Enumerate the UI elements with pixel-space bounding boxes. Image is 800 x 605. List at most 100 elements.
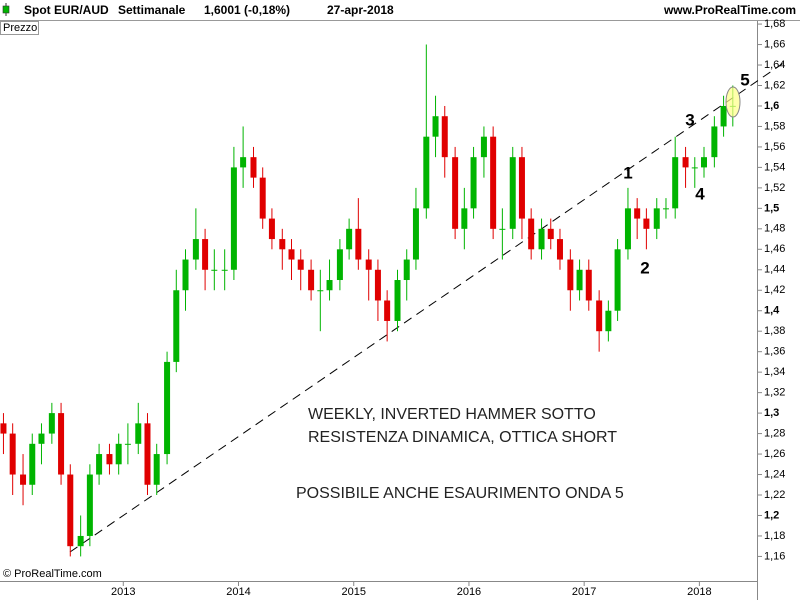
candle-body [538, 228, 545, 250]
y-tick-label: 1,26 [764, 448, 785, 460]
y-tick-label: 1,68 [764, 18, 785, 30]
y-tick-label: 1,32 [764, 387, 785, 399]
copyright: © ProRealTime.com [3, 568, 102, 580]
candle-body [423, 136, 430, 209]
highlight-ellipse [725, 86, 741, 118]
candle-body [29, 443, 36, 485]
panel-label: Prezzo [3, 22, 37, 34]
y-tick-label: 1,4 [764, 305, 780, 317]
y-tick-label: 1,34 [764, 366, 785, 378]
candle-body [596, 300, 603, 332]
candle-body [96, 454, 103, 475]
candle-body [20, 474, 27, 485]
candle-body [326, 280, 333, 291]
candle-body [461, 208, 468, 229]
candle-body [509, 157, 516, 229]
y-tick-label: 1,54 [764, 161, 785, 173]
annotation: RESISTENZA DINAMICA, OTTICA SHORT [308, 429, 617, 446]
wave-label: 4 [695, 184, 705, 203]
symbol: Spot EUR/AUD [24, 3, 109, 17]
candle-body [412, 208, 419, 260]
y-tick-label: 1,46 [764, 243, 785, 255]
candle-body [547, 228, 554, 240]
y-tick-label: 1,6 [764, 100, 779, 112]
site: www.ProRealTime.com [663, 3, 796, 17]
candle-body [308, 269, 315, 291]
y-tick-label: 1,24 [764, 468, 785, 480]
x-tick-label: 2017 [572, 586, 596, 598]
y-tick-label: 1,44 [764, 264, 785, 276]
candle-body [403, 259, 410, 281]
y-tick-label: 1,36 [764, 346, 785, 358]
candle-body [144, 423, 151, 485]
candle-body [124, 443, 131, 445]
candle-body [480, 136, 487, 158]
header-bar [0, 0, 800, 20]
candle-body [240, 157, 247, 168]
candle-body [202, 239, 209, 270]
candle-body [317, 290, 324, 292]
candle-body [720, 105, 727, 127]
candle-body [518, 157, 525, 219]
wave-label: 1 [623, 163, 632, 182]
candle-body [682, 157, 689, 168]
candle-body [499, 228, 506, 230]
x-tick-label: 2015 [341, 586, 365, 598]
candle-body [173, 290, 180, 362]
panel-label-box [0, 21, 39, 35]
candle-body [86, 474, 93, 536]
y-tick-label: 1,52 [764, 182, 785, 194]
candle-body [567, 259, 574, 291]
y-tick-label: 1,2 [764, 509, 779, 521]
candle-body [643, 218, 650, 229]
candle-body [432, 116, 439, 137]
wave-label: 3 [685, 110, 694, 129]
trend-line [69, 61, 786, 553]
y-tick-label: 1,5 [764, 202, 779, 214]
candle-body [441, 116, 448, 158]
candle-body [605, 310, 612, 332]
annotation: POSSIBILE ANCHE ESAURIMENTO ONDA 5 [296, 485, 624, 502]
x-tick-label: 2018 [687, 586, 711, 598]
candle-body [490, 136, 497, 229]
candle-body [135, 423, 142, 444]
candle-body [106, 454, 113, 465]
x-tick-label: 2014 [226, 586, 250, 598]
candle-body [279, 239, 286, 250]
wave-label: 5 [740, 70, 749, 89]
y-tick-label: 1,56 [764, 141, 785, 153]
candle-body [452, 157, 459, 229]
candle-body [192, 239, 199, 260]
candle-body [250, 157, 257, 178]
y-tick-label: 1,62 [764, 79, 785, 91]
candle-body [0, 423, 7, 434]
annotation: WEEKLY, INVERTED HAMMER SOTTO [308, 406, 596, 423]
candle-body [634, 208, 641, 219]
candle-body [288, 249, 295, 260]
y-tick-label: 1,64 [764, 59, 785, 71]
candle-body [528, 218, 535, 250]
y-tick-label: 1,18 [764, 530, 785, 542]
x-tick-label: 2013 [111, 586, 135, 598]
y-tick-label: 1,66 [764, 38, 785, 50]
candle-body [556, 239, 563, 260]
candle-body [374, 269, 381, 301]
period: Settimanale [118, 3, 186, 17]
y-tick-label: 1,16 [764, 550, 785, 562]
candle-body [153, 454, 160, 485]
candle-body [9, 433, 16, 475]
candle-body [259, 177, 266, 219]
candle-body [48, 413, 55, 434]
candle-body [211, 269, 218, 271]
y-tick-label: 1,3 [764, 407, 779, 419]
wave-label: 2 [640, 258, 649, 277]
date: 27-apr-2018 [327, 3, 394, 17]
candle-body [365, 259, 372, 270]
candle-body [384, 300, 391, 321]
candle-body [268, 218, 275, 240]
y-tick-label: 1,58 [764, 120, 785, 132]
candle-body [336, 249, 343, 281]
candle-body [346, 228, 353, 250]
y-tick-label: 1,48 [764, 223, 785, 235]
